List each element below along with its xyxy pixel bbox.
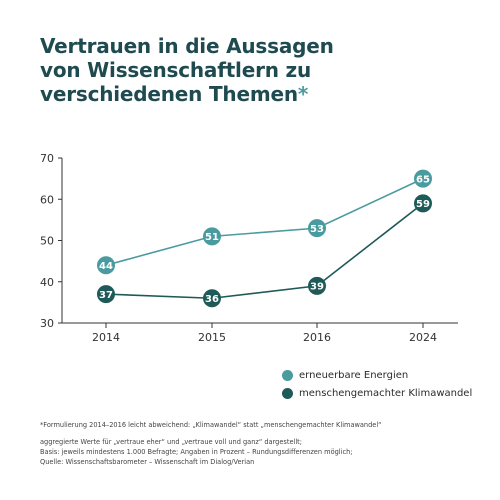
series-line-0 [105,177,424,267]
legend-label-erneuerbare: erneuerbare Energien [299,369,409,381]
legend-swatch-erneuerbare [282,369,293,381]
x-tick-label: 2024 [409,331,437,344]
source-notes: aggregierte Werte für „vertraue eher“ un… [40,437,480,467]
data-point [308,219,326,238]
x-tick-label: 2016 [303,331,331,344]
x-tick-label: 2015 [198,331,226,344]
data-label: 39 [310,282,324,293]
data-point [203,289,221,308]
note-line-2: Basis: jeweils mindestens 1.000 Befragte… [40,448,353,456]
title-line-3: verschiedenen Themen* [40,82,480,106]
y-tick-label: 50 [40,235,54,248]
title-asterisk: * [297,82,309,106]
title-line-1: Vertrauen in die Aussagen [40,34,334,58]
data-point [414,194,432,213]
footnote: *Formulierung 2014–2016 leicht abweichen… [40,421,382,429]
data-label: 59 [416,199,430,210]
note-line-3: Quelle: Wissenschaftsbarometer – Wissens… [40,458,255,466]
legend-label-klimawandel: menschengemachter Klimawandel [299,387,473,399]
data-label: 44 [99,261,113,272]
data-label: 37 [99,290,113,301]
data-point [97,256,115,275]
legend-item-erneuerbare: erneuerbare Energien [282,366,472,384]
data-label: 51 [205,232,219,243]
chart-title: Vertrauen in die Aussagen von Wissenscha… [40,34,480,106]
data-point [203,227,221,246]
data-point [308,276,326,295]
y-tick-label: 30 [40,317,54,330]
note-line-1: aggregierte Werte für „vertraue eher“ un… [40,438,302,446]
data-label: 65 [416,174,430,185]
legend: erneuerbare Energien menschengemachter K… [282,366,472,402]
legend-swatch-klimawandel [282,387,293,399]
y-tick-label: 40 [40,276,54,289]
y-tick-label: 70 [40,152,54,165]
data-label: 53 [310,224,324,235]
data-point [414,169,432,188]
title-line-3-text: verschiedenen Themen [40,82,298,106]
x-tick-label: 2014 [92,331,120,344]
legend-item-klimawandel: menschengemachter Klimawandel [282,384,472,402]
data-label: 36 [205,294,219,305]
data-point [97,285,115,304]
series-line-1 [105,202,424,300]
y-tick-label: 60 [40,193,54,206]
title-line-2: von Wissenschaftlern zu [40,58,312,82]
